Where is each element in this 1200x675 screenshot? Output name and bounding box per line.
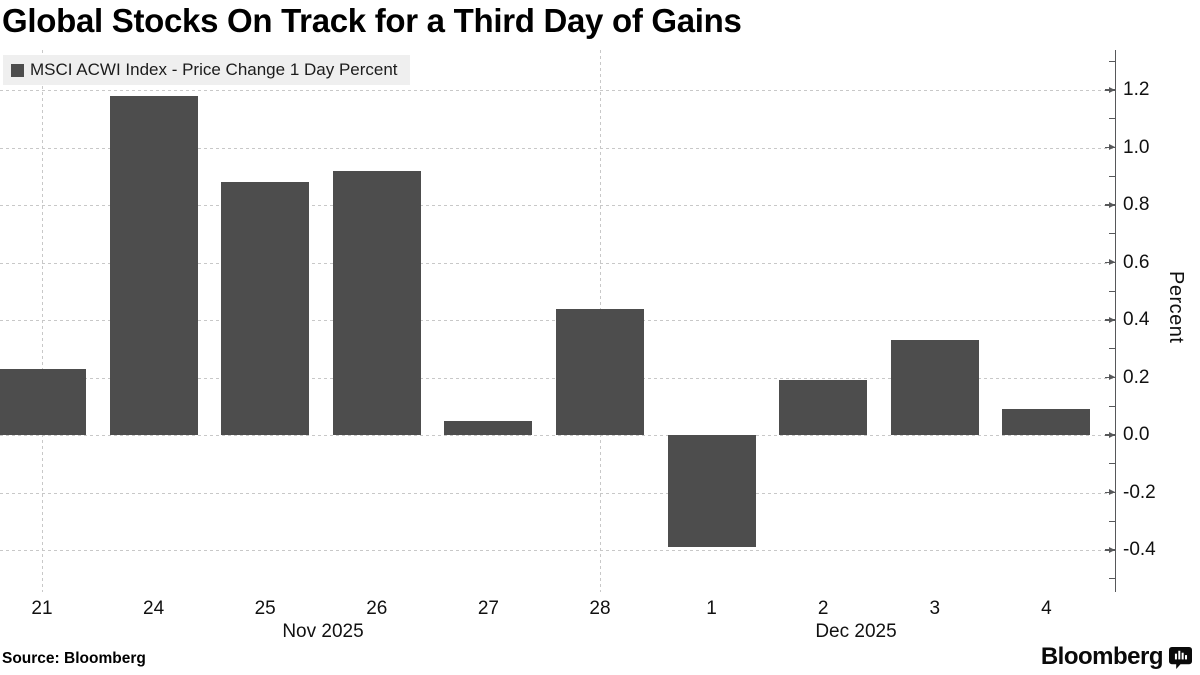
x-axis-tick-label: 26: [366, 598, 388, 619]
bar-24: [109, 95, 198, 435]
y-axis-tick-arrow: [1109, 144, 1115, 150]
brand-lockup: Bloomberg: [1041, 643, 1192, 671]
bar-28: [556, 308, 644, 435]
y-axis-tick-arrow: [1109, 86, 1115, 93]
gridline-vertical: [42, 50, 43, 592]
bar-27: [444, 420, 533, 435]
gridline-horizontal: [0, 492, 1115, 494]
x-axis-tick-label: 24: [143, 598, 165, 619]
brand-name: Bloomberg: [1040, 643, 1164, 670]
y-axis-tick-arrow: [1109, 374, 1115, 380]
y-axis-minor-tick: [1109, 60, 1115, 62]
x-axis-tick-label: 3: [929, 598, 941, 619]
gridline-horizontal: [0, 262, 1115, 264]
y-axis-tick-arrow: [1109, 431, 1115, 438]
gridline-horizontal: [0, 435, 1115, 436]
bar-25: [221, 182, 310, 435]
gridline-horizontal: [0, 550, 1115, 551]
y-axis-minor-tick: [1109, 520, 1115, 522]
y-axis-tick-label: 1.2: [1123, 79, 1150, 100]
y-axis-tick-arrow: [1109, 489, 1115, 495]
y-axis-tick-label: -0.2: [1123, 481, 1156, 503]
legend: MSCI ACWI Index - Price Change 1 Day Per…: [3, 55, 410, 85]
y-axis-minor-tick: [1109, 463, 1115, 465]
y-axis-tick-arrow: [1109, 546, 1115, 553]
y-axis-tick-label: 0.2: [1123, 366, 1150, 388]
legend-label: MSCI ACWI Index - Price Change 1 Day Per…: [30, 60, 398, 79]
y-axis-tick-arrow: [1109, 201, 1115, 208]
source-note: Source: Bloomberg: [2, 650, 146, 667]
y-axis-line: [1114, 50, 1116, 592]
x-axis-tick-label: 25: [254, 598, 276, 619]
x-axis-tick-label: 27: [477, 598, 499, 619]
y-axis-tick-arrow: [1109, 316, 1115, 323]
y-axis-tick-label: 0.4: [1123, 309, 1150, 330]
bar-26: [332, 170, 421, 435]
x-axis-tick-label: 28: [589, 598, 611, 619]
y-axis-tick-label: 0.6: [1123, 251, 1150, 273]
y-axis-tick-label: 0.0: [1123, 424, 1150, 445]
gridline-horizontal: [0, 205, 1115, 206]
x-axis-tick-label: 1: [706, 598, 717, 619]
y-axis-tick-arrow: [1109, 259, 1115, 265]
gridline-horizontal: [0, 147, 1115, 149]
y-axis-minor-tick: [1109, 348, 1115, 350]
y-axis-minor-tick: [1109, 233, 1115, 235]
y-axis-minor-tick: [1109, 290, 1115, 292]
legend-swatch: [11, 63, 24, 77]
y-axis-minor-tick: [1109, 175, 1115, 177]
y-axis-tick-label: -0.4: [1123, 539, 1156, 560]
bar-2: [779, 380, 868, 435]
bar-21: [0, 368, 86, 435]
x-axis-tick-label: 4: [1041, 598, 1052, 619]
bar-3: [890, 340, 979, 435]
y-axis-minor-tick: [1109, 118, 1115, 120]
gridline-horizontal: [0, 90, 1115, 91]
y-axis-tick-label: 0.8: [1123, 194, 1150, 215]
y-axis-tick-label: 1.0: [1123, 136, 1150, 158]
chart-title: Global Stocks On Track for a Third Day o…: [2, 2, 742, 39]
y-axis-minor-tick: [1109, 578, 1115, 580]
x-axis-tick-label: 21: [31, 598, 53, 619]
bar-1: [667, 435, 756, 548]
x-month-label-dec: Dec 2025: [815, 621, 897, 642]
x-axis-tick-label: 2: [817, 598, 829, 619]
bloomberg-terminal-icon: [1169, 646, 1192, 669]
x-month-label-nov: Nov 2025: [282, 621, 364, 642]
y-axis-minor-tick: [1109, 405, 1115, 407]
bar-4: [1002, 409, 1091, 435]
y-axis-title: Percent: [1165, 271, 1187, 344]
